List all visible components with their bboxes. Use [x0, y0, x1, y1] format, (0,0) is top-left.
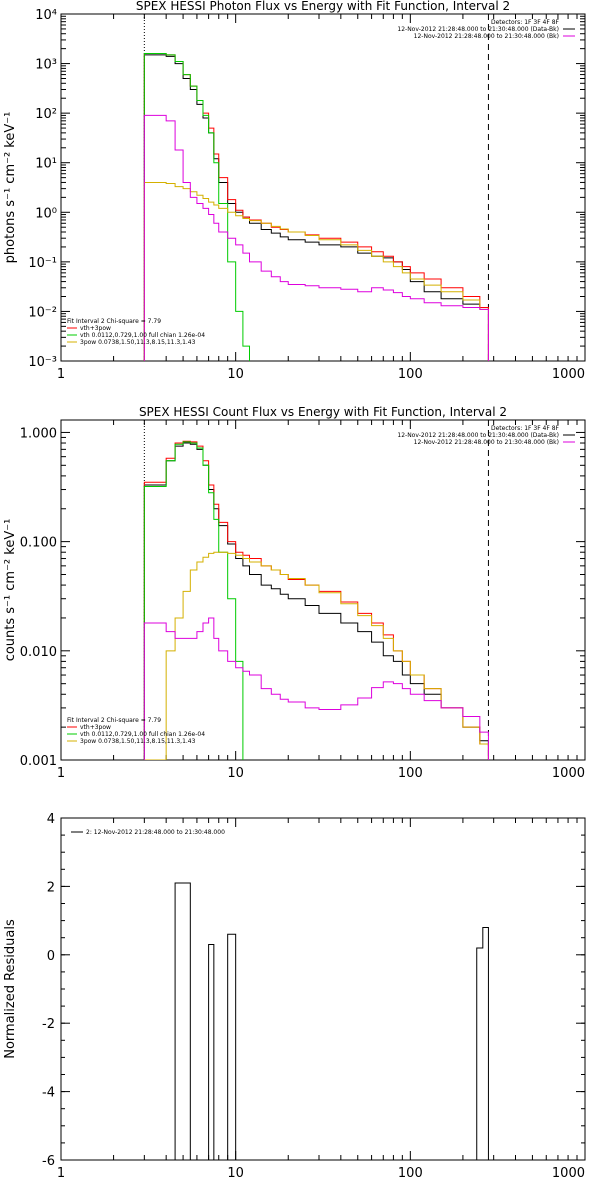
y-tick-label: 10⁻¹	[28, 256, 57, 271]
legend-top-text: 12-Nov-2012 21:28:48.000 to 21:30:48.000…	[397, 432, 559, 439]
legend-fit-header: Fit Interval 2 Chi-square = 7.79	[67, 717, 161, 724]
x-tick-label: 1	[57, 367, 65, 382]
plot-frame	[60, 419, 586, 761]
y-tick-label: 10⁻²	[28, 305, 57, 320]
y-tick-label: 10⁰	[35, 206, 57, 221]
y-tick-label: 1.000	[20, 426, 57, 441]
legend-top-text: 12-Nov-2012 21:28:48.000 to 21:30:48.000…	[397, 26, 559, 33]
legend-entry-text: vth 0.0112,0.729,1.00 full chian 1.26e-0…	[80, 731, 205, 738]
x-tick-label: 10	[227, 367, 244, 382]
legend-entry-text: 3pow 0.0738,1.50,11.3,8.15,11.3,1.43	[80, 339, 196, 346]
legend-top-text: Detectors: 1F 3F 4F 8F	[491, 19, 560, 26]
series-line-residuals	[144, 882, 489, 1160]
chart-panel-1: SPEX HESSI Photon Flux vs Energy with Fi…	[3, 0, 586, 382]
y-tick-label: -6	[42, 1154, 55, 1169]
y-tick-label: 0	[47, 949, 55, 964]
y-tick-label: 10⁴	[35, 8, 57, 23]
y-tick-label: 0.001	[20, 754, 57, 769]
y-tick-label: 10²	[35, 107, 57, 122]
series-line-vth	[143, 441, 244, 760]
x-tick-label: 100	[398, 766, 423, 781]
y-tick-label: 0.100	[20, 536, 57, 551]
legend-fit-header: Fit Interval 2 Chi-square = 7.79	[67, 318, 161, 325]
series-line-bk	[143, 114, 489, 361]
y-tick-label: 2	[47, 880, 55, 895]
legend-entry-text: 3pow 0.0738,1.50,11.3,8.15,11.3,1.43	[80, 738, 196, 745]
series-group	[144, 882, 489, 1160]
x-tick-label: 1000	[552, 367, 585, 382]
chart-panel-3: 1 10 100 1000 -6 -4 -2 0 2 4 Normalized Residuals 2…	[3, 812, 586, 1181]
y-tick-label: -2	[42, 1017, 55, 1032]
x-tick-label: 1	[57, 766, 65, 781]
legend-top-text: 2: 12-Nov-2012 21:28:48.000 to 21:30:48.…	[86, 829, 225, 836]
y-axis-label: photons s⁻¹ cm⁻² keV⁻¹	[3, 112, 18, 264]
chart-title: SPEX HESSI Count Flux vs Energy with Fit…	[139, 405, 507, 419]
x-tick-label: 10	[227, 766, 244, 781]
x-tick-label: 1000	[552, 766, 585, 781]
x-tick-label: 100	[398, 1166, 423, 1181]
y-tick-label: 4	[47, 812, 55, 827]
plot-frame	[60, 13, 586, 362]
x-tick-label: 1	[57, 1166, 65, 1181]
chart-title: SPEX HESSI Photon Flux vs Energy with Fi…	[136, 0, 510, 13]
y-tick-label: 0.010	[20, 645, 57, 660]
legend-entry-text: vth+3pow	[80, 724, 111, 731]
series-line-3pow	[144, 551, 489, 760]
series-line-3pow	[143, 181, 489, 361]
legend-entry-text: vth+3pow	[80, 325, 111, 332]
y-axis-label: Normalized Residuals	[3, 919, 18, 1059]
series-line-vth-3pow	[143, 440, 489, 760]
x-tick-label: 100	[398, 367, 423, 382]
y-tick-label: -4	[42, 1086, 55, 1101]
y-axis-label: counts s⁻¹ cm⁻² keV⁻¹	[3, 519, 18, 662]
x-tick-label: 10	[227, 1166, 244, 1181]
series-line-bk	[143, 617, 489, 760]
x-tick-label: 1000	[552, 1166, 585, 1181]
series-line-vth-3pow	[143, 52, 489, 361]
series-line-data-bk	[143, 442, 489, 760]
legend-top-text: Detectors: 1F 3F 4F 8F	[491, 425, 560, 432]
y-tick-label: 10¹	[35, 157, 57, 172]
legend-top-text: 12-Nov-2012 21:28:48.000 to 21:30:48.000…	[414, 33, 559, 40]
series-group	[143, 52, 489, 361]
plot-frame	[60, 817, 586, 1161]
series-group	[143, 440, 489, 760]
series-line-data-bk	[143, 54, 489, 361]
series-line-vth	[143, 52, 250, 361]
y-tick-label: 10⁻³	[28, 355, 57, 370]
legend-top-text: 12-Nov-2012 21:28:48.000 to 21:30:48.000…	[414, 439, 559, 446]
legend-entry-text: vth 0.0112,0.729,1.00 full chian 1.26e-0…	[80, 332, 205, 339]
chart-panel-2: SPEX HESSI Count Flux vs Energy with Fit…	[3, 405, 586, 781]
y-tick-label: 10³	[35, 58, 57, 73]
